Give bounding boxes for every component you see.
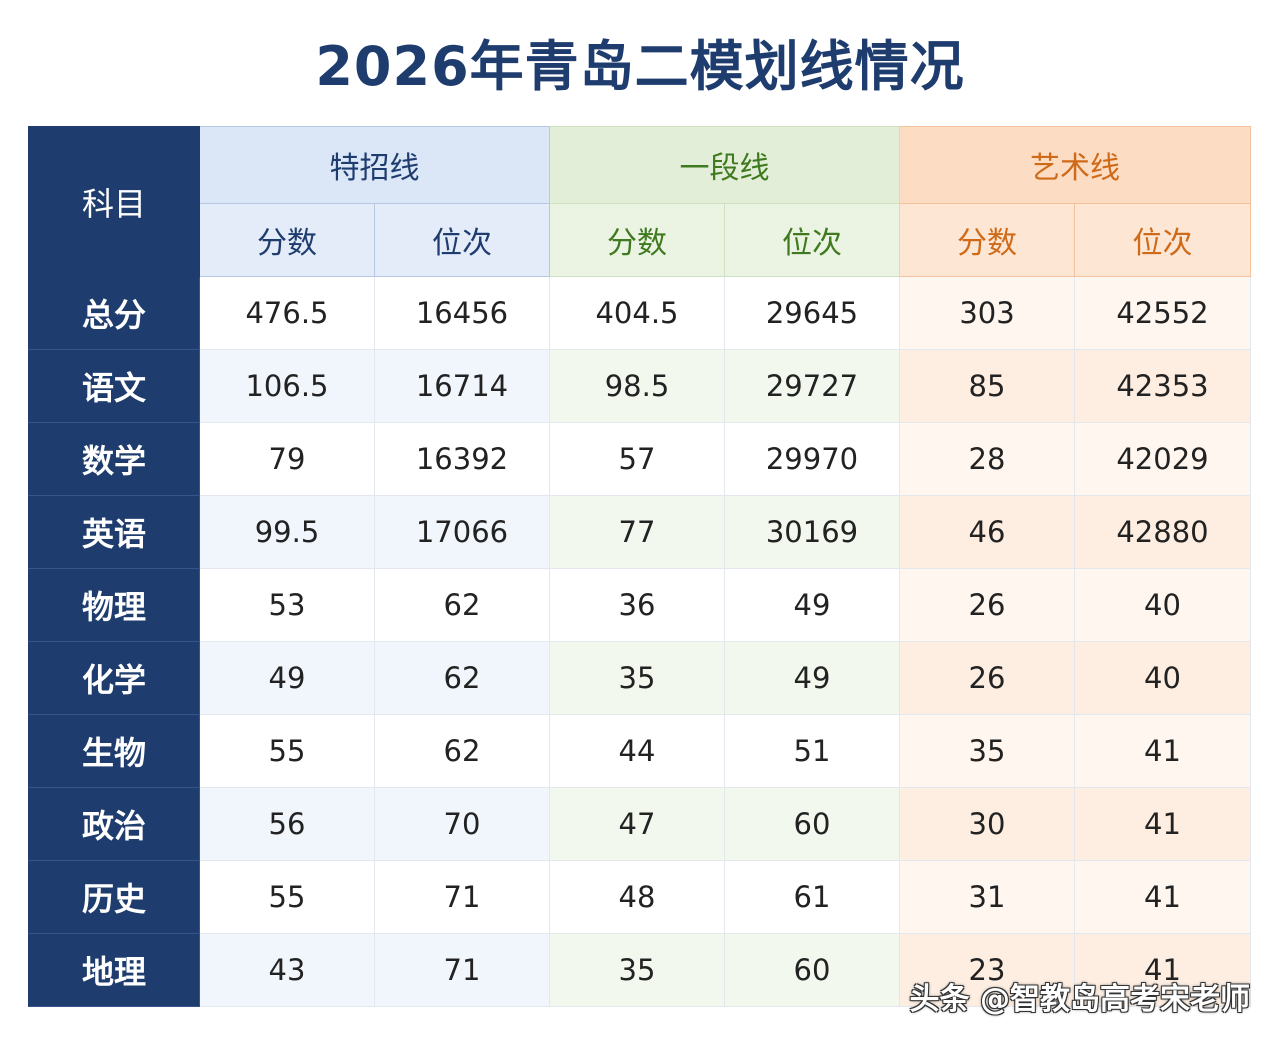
rank-cell: 42880 — [1074, 495, 1251, 569]
rank-cell: 62 — [374, 714, 550, 788]
rank-cell: 51 — [724, 714, 900, 788]
score-cell: 47 — [549, 787, 725, 861]
subject-cell: 历史 — [28, 860, 200, 934]
score-cell: 56 — [199, 787, 375, 861]
score-cell: 55 — [199, 860, 375, 934]
score-cell: 26 — [899, 641, 1075, 715]
score-cell: 35 — [549, 641, 725, 715]
rank-cell: 49 — [724, 641, 900, 715]
rank-cell: 70 — [374, 787, 550, 861]
score-cell: 79 — [199, 422, 375, 496]
score-cell: 35 — [549, 933, 725, 1007]
sub-header-score: 分数 — [549, 203, 725, 277]
group-header-tier-one: 一段线 — [549, 126, 900, 204]
score-line-table: 科目 特招线 一段线 艺术线 分数 位次 分数 位次 分数 位次 总分 476.5… — [28, 126, 1251, 1007]
subject-column-header: 科目 — [28, 126, 200, 277]
rank-cell: 16714 — [374, 349, 550, 423]
subject-cell: 地理 — [28, 933, 200, 1007]
rank-cell: 41 — [1074, 860, 1251, 934]
score-cell: 476.5 — [199, 276, 375, 350]
score-cell: 48 — [549, 860, 725, 934]
score-cell: 85 — [899, 349, 1075, 423]
rank-cell: 71 — [374, 933, 550, 1007]
table-row: 生物 55 62 44 51 35 41 — [28, 714, 1251, 788]
table-row: 数学 79 16392 57 29970 28 42029 — [28, 422, 1251, 496]
score-cell: 23 — [899, 933, 1075, 1007]
rank-cell: 17066 — [374, 495, 550, 569]
group-header-special: 特招线 — [199, 126, 550, 204]
table-row: 语文 106.5 16714 98.5 29727 85 42353 — [28, 349, 1251, 423]
sub-header-rank: 位次 — [1074, 203, 1251, 277]
rank-cell: 29645 — [724, 276, 900, 350]
score-cell: 35 — [899, 714, 1075, 788]
rank-cell: 29970 — [724, 422, 900, 496]
subject-cell: 总分 — [28, 276, 200, 350]
rank-cell: 41 — [1074, 787, 1251, 861]
score-cell: 46 — [899, 495, 1075, 569]
rank-cell: 16456 — [374, 276, 550, 350]
table-row: 总分 476.5 16456 404.5 29645 303 42552 — [28, 276, 1251, 350]
table-row: 政治 56 70 47 60 30 41 — [28, 787, 1251, 861]
score-cell: 57 — [549, 422, 725, 496]
subject-cell: 物理 — [28, 568, 200, 642]
sub-header-rank: 位次 — [374, 203, 550, 277]
rank-cell: 40 — [1074, 641, 1251, 715]
rank-cell: 30169 — [724, 495, 900, 569]
rank-cell: 60 — [724, 787, 900, 861]
sub-header-rank: 位次 — [724, 203, 900, 277]
rank-cell: 41 — [1074, 714, 1251, 788]
group-header-art: 艺术线 — [899, 126, 1251, 204]
rank-cell: 49 — [724, 568, 900, 642]
table-row: 历史 55 71 48 61 31 41 — [28, 860, 1251, 934]
subject-cell: 化学 — [28, 641, 200, 715]
rank-cell: 62 — [374, 568, 550, 642]
rank-cell: 42552 — [1074, 276, 1251, 350]
rank-cell: 42029 — [1074, 422, 1251, 496]
watermark-text: 头条 @智教岛高考宋老师 — [909, 982, 1250, 1017]
rank-cell: 61 — [724, 860, 900, 934]
score-cell: 404.5 — [549, 276, 725, 350]
subject-cell: 生物 — [28, 714, 200, 788]
rank-cell: 29727 — [724, 349, 900, 423]
score-cell: 55 — [199, 714, 375, 788]
score-cell: 26 — [899, 568, 1075, 642]
rank-cell: 60 — [724, 933, 900, 1007]
subject-cell: 语文 — [28, 349, 200, 423]
rank-cell: 42353 — [1074, 349, 1251, 423]
table-body: 总分 476.5 16456 404.5 29645 303 42552 语文 106.5 167… — [28, 276, 1251, 1007]
sub-header-score: 分数 — [899, 203, 1075, 277]
rank-cell: 62 — [374, 641, 550, 715]
score-cell: 43 — [199, 933, 375, 1007]
score-cell: 30 — [899, 787, 1075, 861]
subject-cell: 政治 — [28, 787, 200, 861]
score-cell: 106.5 — [199, 349, 375, 423]
score-cell: 28 — [899, 422, 1075, 496]
sub-header-score: 分数 — [199, 203, 375, 277]
score-cell: 303 — [899, 276, 1075, 350]
rank-cell: 16392 — [374, 422, 550, 496]
score-cell: 77 — [549, 495, 725, 569]
subject-cell: 英语 — [28, 495, 200, 569]
table-row: 地理 43 71 35 60 23 41 — [28, 933, 1251, 1007]
score-cell: 99.5 — [199, 495, 375, 569]
table-row: 物理 53 62 36 49 26 40 — [28, 568, 1251, 642]
score-cell: 36 — [549, 568, 725, 642]
score-cell: 44 — [549, 714, 725, 788]
score-cell: 49 — [199, 641, 375, 715]
rank-cell: 71 — [374, 860, 550, 934]
rank-cell: 40 — [1074, 568, 1251, 642]
score-cell: 53 — [199, 568, 375, 642]
table-row: 英语 99.5 17066 77 30169 46 42880 — [28, 495, 1251, 569]
subject-cell: 数学 — [28, 422, 200, 496]
rank-cell: 41 — [1074, 933, 1251, 1007]
score-cell: 31 — [899, 860, 1075, 934]
page-title: 2026年青岛二模划线情况 — [315, 35, 965, 98]
table-row: 化学 49 62 35 49 26 40 — [28, 641, 1251, 715]
score-cell: 98.5 — [549, 349, 725, 423]
